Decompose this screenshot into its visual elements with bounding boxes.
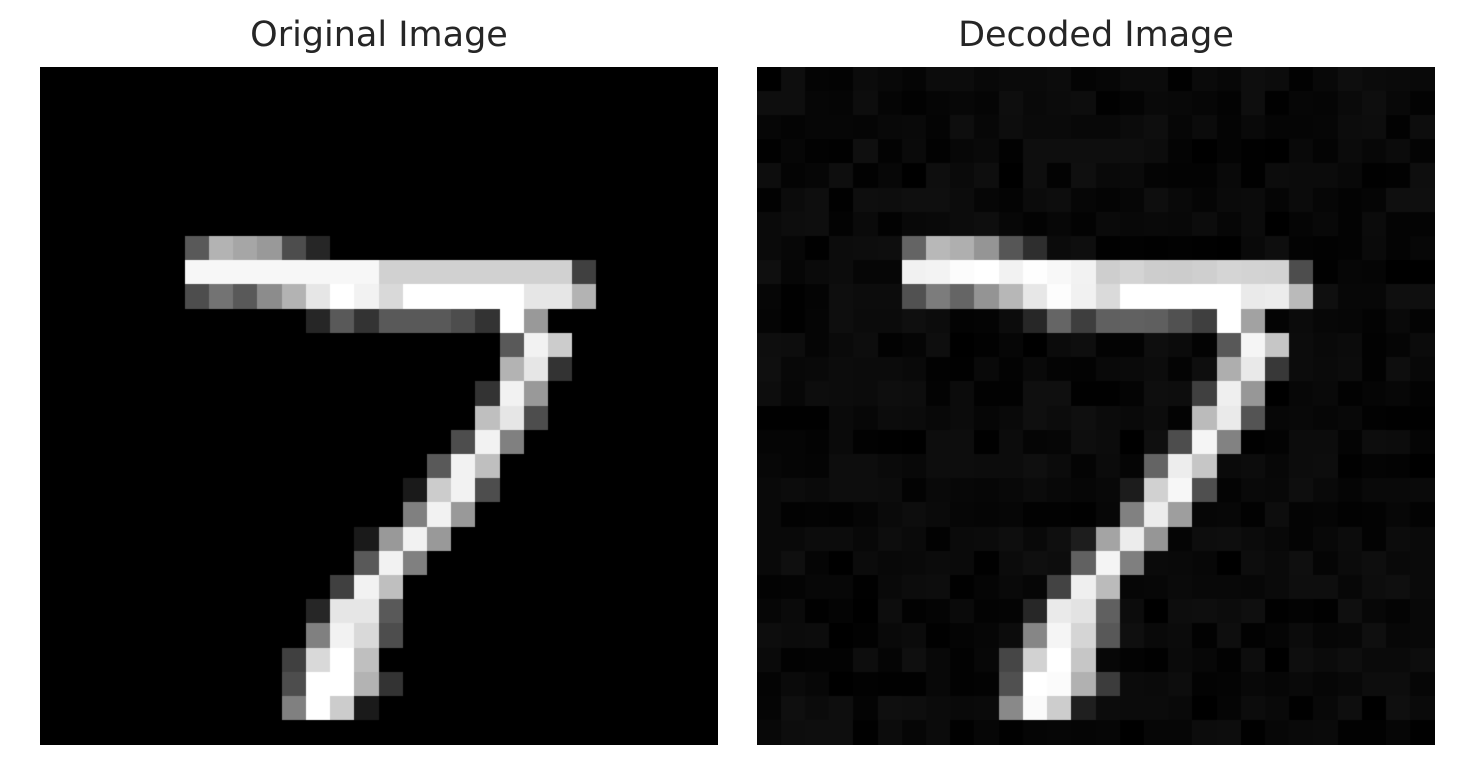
decoded-digit-image	[757, 67, 1435, 745]
original-image-title: Original Image	[250, 15, 508, 55]
decoded-image-title: Decoded Image	[958, 15, 1234, 55]
original-digit-image	[40, 67, 718, 745]
